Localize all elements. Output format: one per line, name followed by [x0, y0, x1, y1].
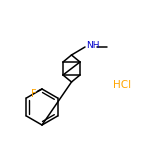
Text: HCl: HCl [113, 80, 131, 90]
Text: NH: NH [86, 41, 100, 50]
Text: F: F [31, 89, 37, 99]
